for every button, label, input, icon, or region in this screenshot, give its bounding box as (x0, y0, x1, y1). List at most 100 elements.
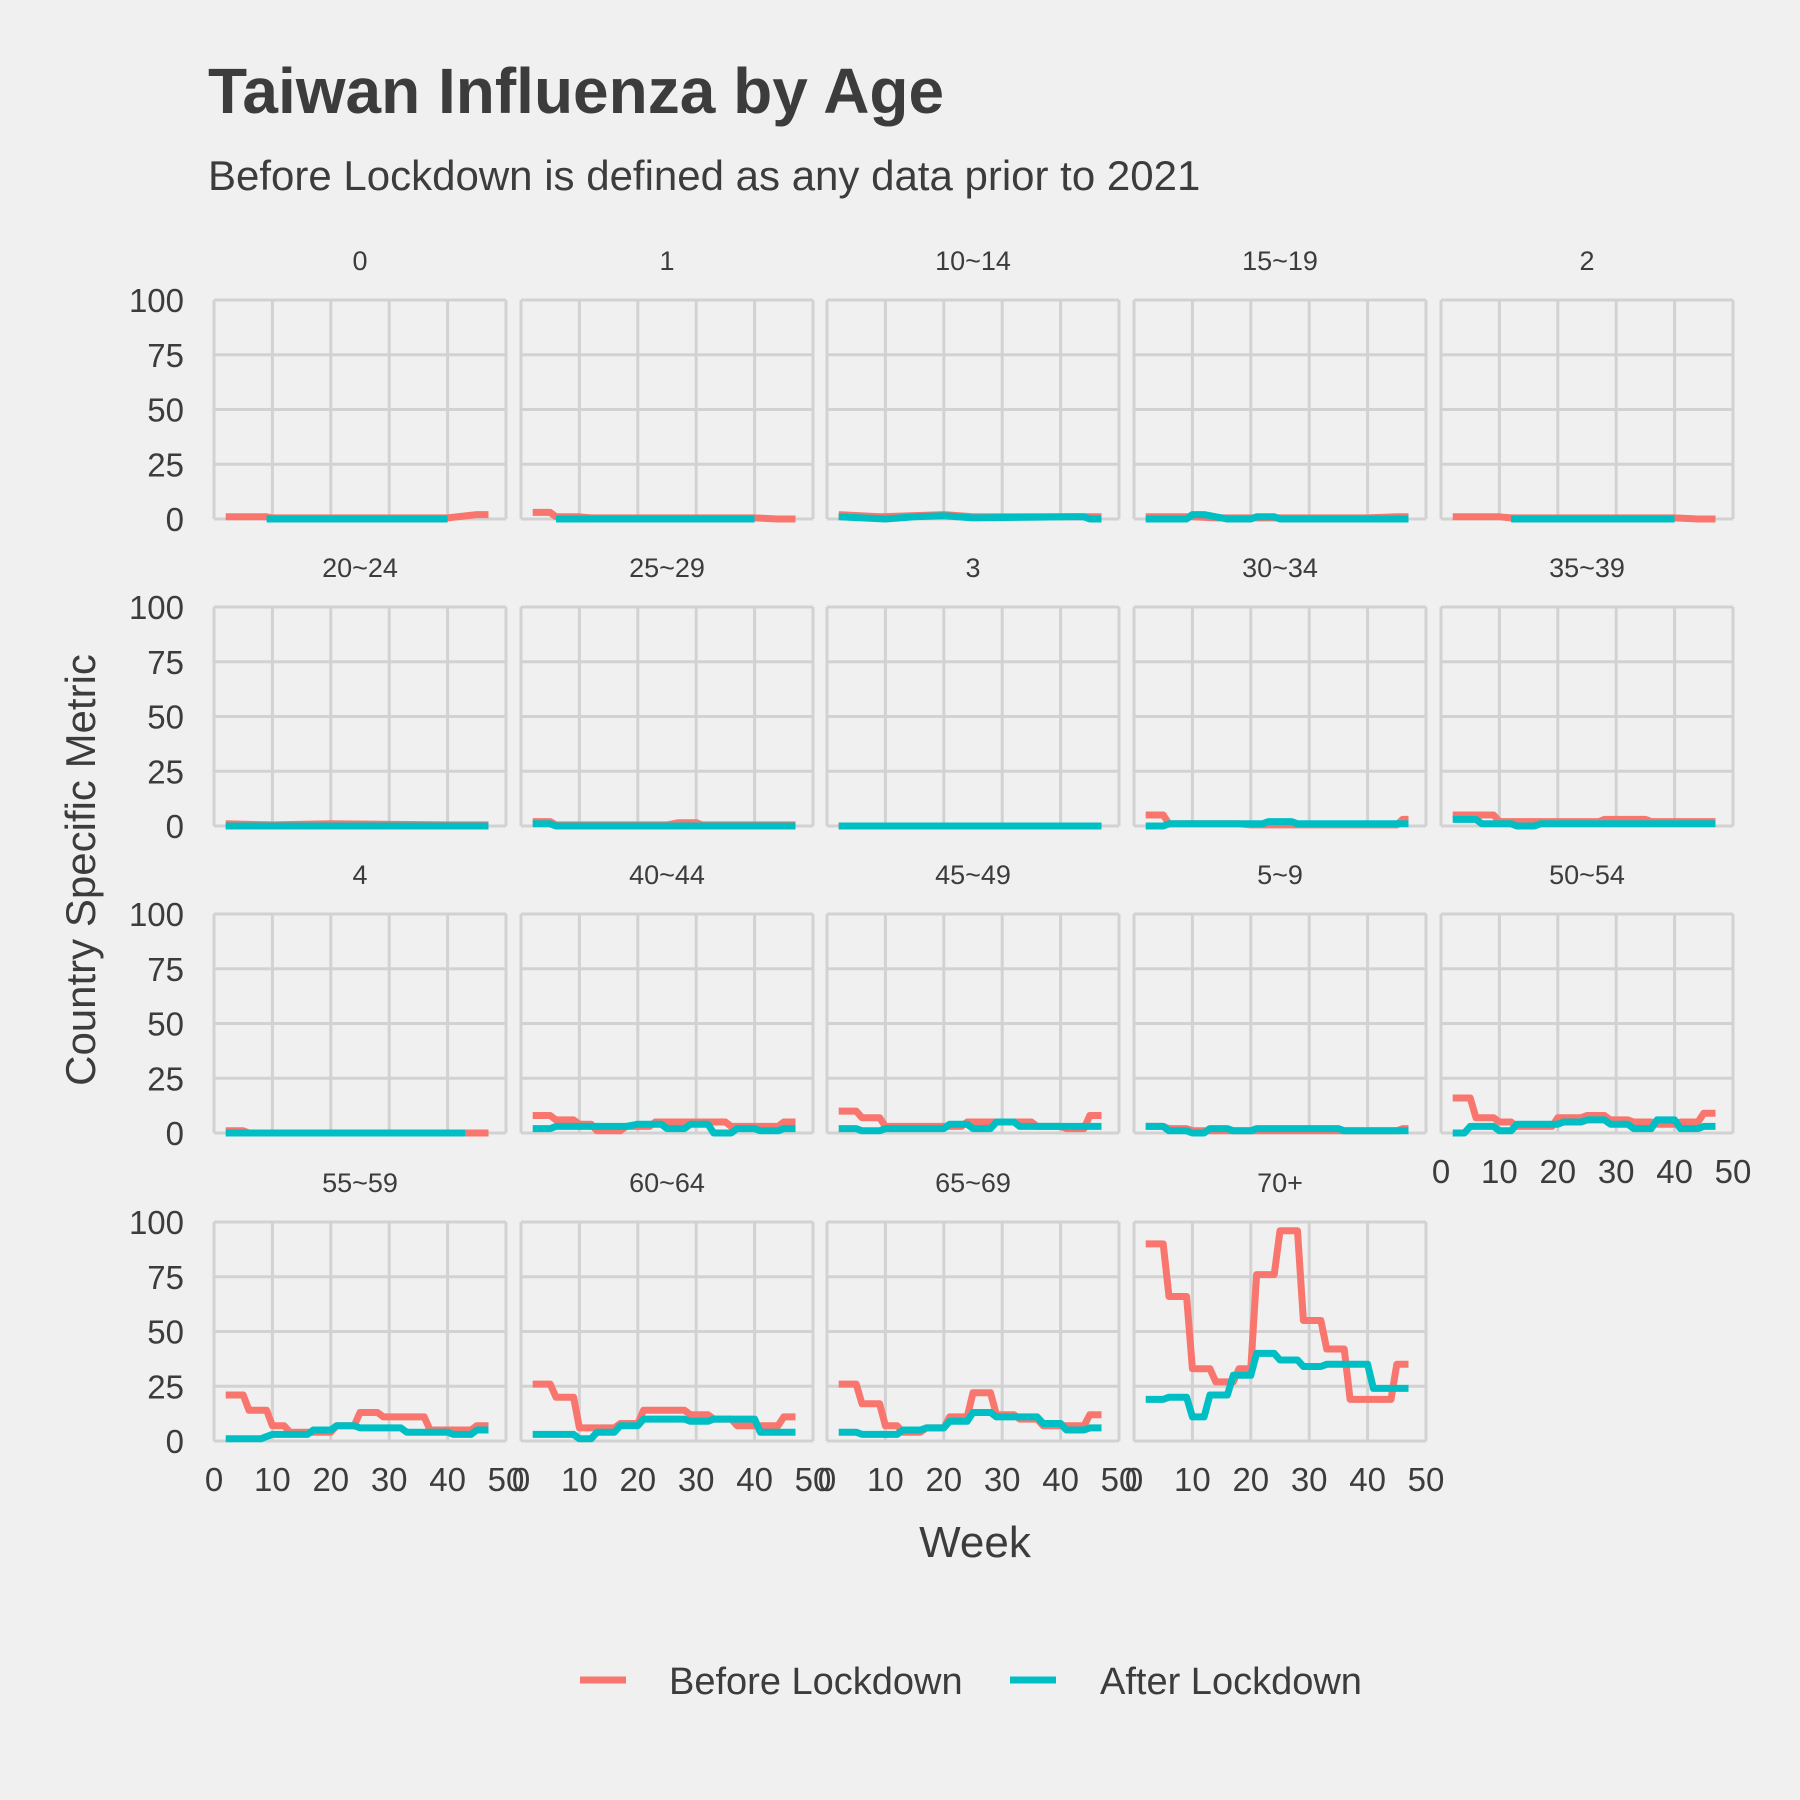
x-tick-label: 30 (984, 1461, 1021, 1498)
y-tick-label: 50 (147, 392, 184, 429)
x-tick-label: 30 (1291, 1461, 1328, 1498)
series-line-after-lockdown (838, 1118, 1102, 1135)
facet-strip-label: 65~69 (935, 1168, 1011, 1198)
y-tick-label: 0 (166, 808, 184, 845)
x-tick-label: 30 (371, 1461, 408, 1498)
series-line-after-lockdown (1145, 1349, 1409, 1421)
facet-panel-70+: 70+ 0 10 20 30 40 50 (1125, 1168, 1445, 1498)
series-line-after-lockdown (532, 1415, 796, 1443)
y-tick-label: 75 (147, 337, 184, 374)
series-line-after-lockdown (838, 512, 1102, 523)
x-tick-label: 30 (678, 1461, 715, 1498)
legend: Before Lockdown After Lockdown (580, 1661, 1362, 1703)
x-tick-label: 30 (1598, 1153, 1635, 1190)
y-tick-label: 25 (147, 1368, 184, 1405)
x-axis-title: Week (919, 1518, 1032, 1567)
x-tick-label: 50 (1408, 1461, 1445, 1498)
x-tick-label: 50 (488, 1461, 525, 1498)
facet-strip-label: 20~24 (322, 553, 398, 583)
facet-strip-label: 35~39 (1549, 553, 1625, 583)
facet-panel-20~24: 20~24 0 25 50 75 100 (129, 553, 508, 845)
y-axis-title: Country Specific Metric (57, 654, 104, 1086)
y-tick-label: 100 (129, 1204, 184, 1241)
facet-panel-5~9: 5~9 (1132, 860, 1428, 1137)
facet-strip-label: 25~29 (629, 553, 705, 583)
facet-strip-label: 15~19 (1242, 246, 1318, 276)
x-tick-label: 40 (429, 1461, 466, 1498)
x-tick-label: 20 (312, 1461, 349, 1498)
y-tick-label: 25 (147, 446, 184, 483)
x-tick-label: 10 (254, 1461, 291, 1498)
legend-label-after: After Lockdown (1100, 1661, 1362, 1703)
y-tick-label: 0 (166, 1115, 184, 1152)
facet-strip-label: 2 (1579, 246, 1594, 276)
x-tick-label: 10 (867, 1461, 904, 1498)
facet-strip-label: 45~49 (935, 860, 1011, 890)
x-tick-label: 40 (1349, 1461, 1386, 1498)
facet-panel-3: 3 (825, 553, 1121, 830)
x-tick-label: 50 (795, 1461, 832, 1498)
y-tick-label: 100 (129, 282, 184, 319)
x-tick-label: 0 (818, 1461, 836, 1498)
facet-panel-45~49: 45~49 (825, 860, 1121, 1135)
x-tick-label: 10 (1174, 1461, 1211, 1498)
legend-label-before: Before Lockdown (669, 1661, 963, 1703)
facet-strip-label: 40~44 (629, 860, 705, 890)
series-line-after-lockdown (838, 1409, 1102, 1438)
series-line-after-lockdown (225, 1422, 489, 1443)
facet-panel-2: 2 (1439, 246, 1735, 523)
x-tick-label: 40 (1656, 1153, 1693, 1190)
facet-strip-label: 60~64 (629, 1168, 705, 1198)
y-tick-label: 75 (147, 1259, 184, 1296)
series-line-after-lockdown (532, 1120, 796, 1137)
series-line-after-lockdown (1145, 818, 1409, 830)
facet-panel-50~54: 50~54 0 10 20 30 40 50 (1432, 860, 1752, 1190)
facet-panel-25~29: 25~29 (519, 553, 815, 830)
y-tick-label: 100 (129, 589, 184, 626)
facet-panel-55~59: 55~59 0 25 50 75 100 0 10 20 30 40 50 (129, 1168, 524, 1498)
facet-panel-15~19: 15~19 (1132, 246, 1428, 523)
x-tick-label: 0 (512, 1461, 530, 1498)
x-tick-label: 10 (1481, 1153, 1518, 1190)
facet-panel-60~64: 60~64 0 10 20 30 40 50 (512, 1168, 832, 1498)
x-tick-label: 40 (1042, 1461, 1079, 1498)
facet-panel-1: 1 (519, 246, 815, 523)
facet-strip-label: 0 (352, 246, 367, 276)
x-tick-label: 20 (619, 1461, 656, 1498)
facet-panel-0: 0 0 25 50 75 100 (129, 246, 508, 538)
facet-strip-label: 55~59 (322, 1168, 398, 1198)
facet-panel-65~69: 65~69 0 10 20 30 40 50 (818, 1168, 1138, 1498)
y-tick-label: 75 (147, 951, 184, 988)
x-tick-label: 0 (205, 1461, 223, 1498)
y-tick-label: 75 (147, 644, 184, 681)
series-line-before-lockdown (1145, 1227, 1409, 1403)
x-tick-label: 40 (736, 1461, 773, 1498)
y-tick-label: 50 (147, 1314, 184, 1351)
x-tick-label: 0 (1125, 1461, 1143, 1498)
x-tick-label: 50 (1715, 1153, 1752, 1190)
series-line-after-lockdown (1452, 815, 1716, 830)
y-tick-label: 50 (147, 1006, 184, 1043)
y-tick-label: 25 (147, 1060, 184, 1097)
chart-title: Taiwan Influenza by Age (208, 55, 944, 127)
facet-panel-35~39: 35~39 (1439, 553, 1735, 830)
x-tick-label: 20 (1539, 1153, 1576, 1190)
y-tick-label: 100 (129, 896, 184, 933)
x-tick-label: 50 (1101, 1461, 1138, 1498)
x-tick-label: 20 (925, 1461, 962, 1498)
x-tick-label: 0 (1432, 1153, 1450, 1190)
facet-strip-label: 30~34 (1242, 553, 1318, 583)
facet-strip-label: 10~14 (935, 246, 1011, 276)
series-line-after-lockdown (1145, 1122, 1409, 1137)
facet-panel-4: 4 0 25 50 75 100 (129, 860, 508, 1152)
series-line-after-lockdown (532, 820, 796, 830)
series-line-after-lockdown (1452, 1116, 1716, 1137)
facet-panel-30~34: 30~34 (1132, 553, 1428, 830)
facet-strip-label: 5~9 (1257, 860, 1303, 890)
y-tick-label: 0 (166, 501, 184, 538)
facet-strip-label: 3 (965, 553, 980, 583)
chart-subtitle: Before Lockdown is defined as any data p… (208, 152, 1200, 199)
facet-panel-40~44: 40~44 (519, 860, 815, 1137)
